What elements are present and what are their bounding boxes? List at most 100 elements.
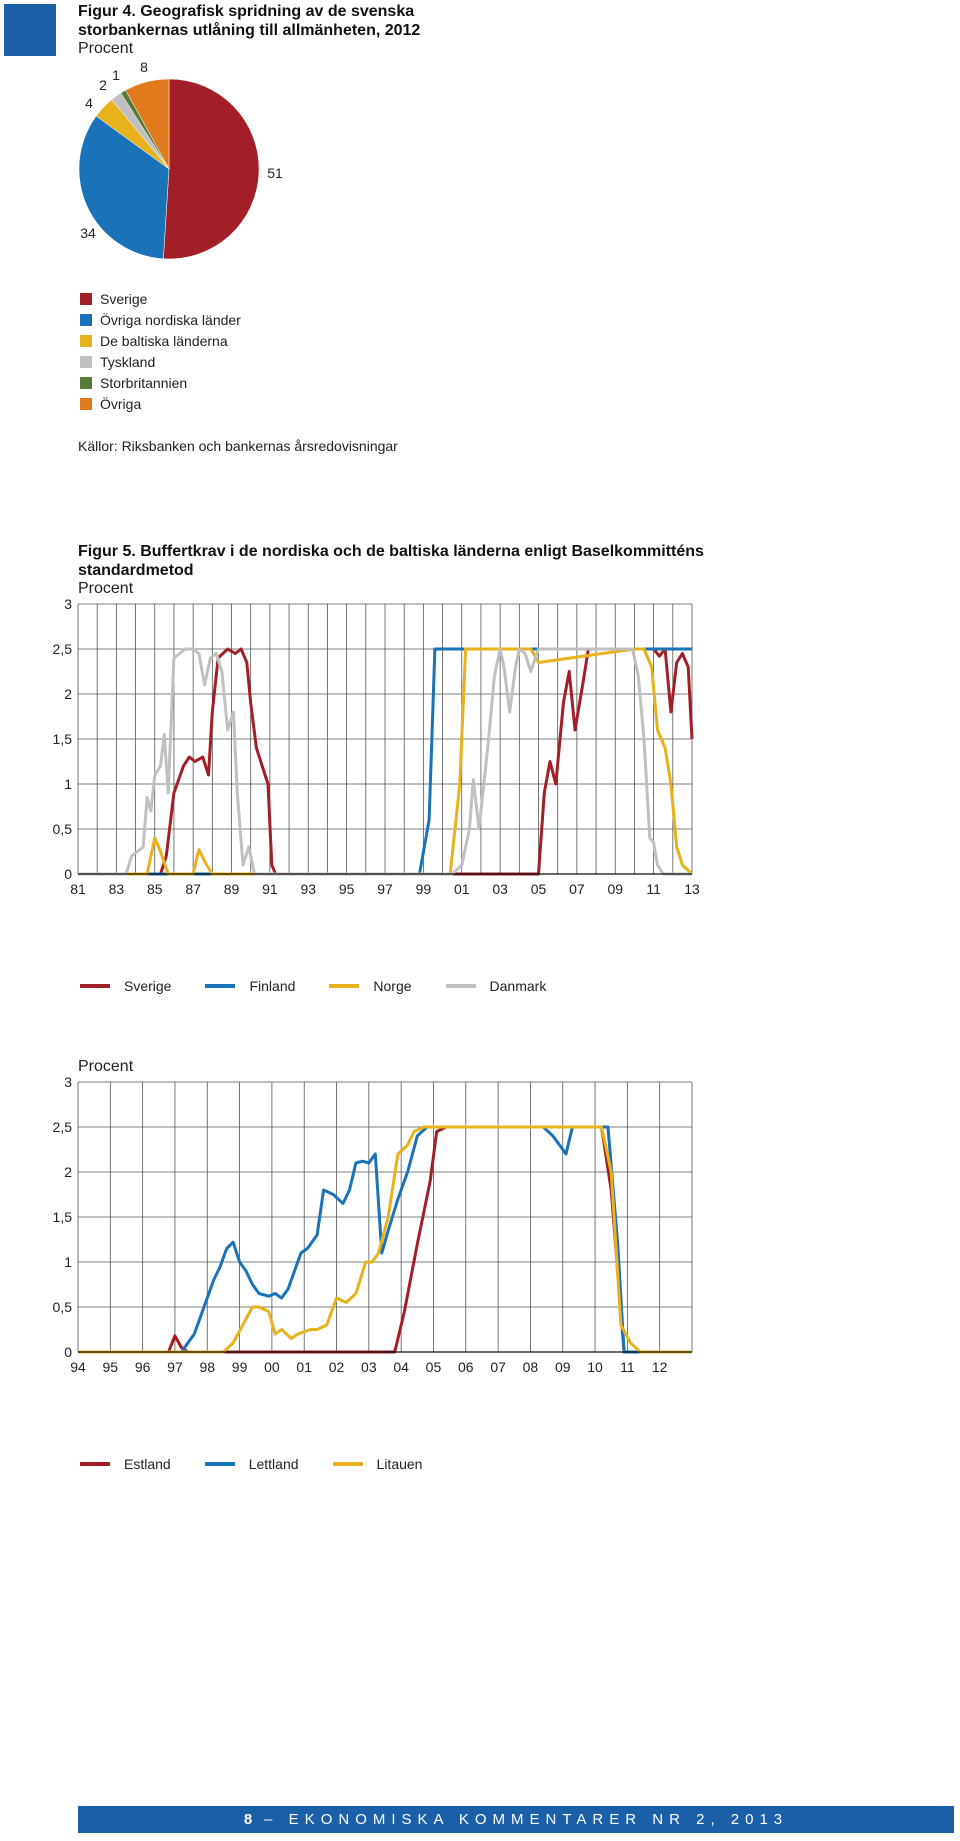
nordic-legend-label: Danmark xyxy=(489,978,547,994)
nordic-x-tick-label: 99 xyxy=(416,881,432,897)
pie-slice-sverige xyxy=(163,78,260,260)
baltic-y-tick-label: 0,5 xyxy=(53,1299,73,1315)
baltic-x-tick-label: 05 xyxy=(426,1359,442,1375)
nordic-x-tick-label: 11 xyxy=(646,881,661,897)
pie-legend-item-de-baltiska-landerna: De baltiska länderna xyxy=(80,330,241,351)
pie-legend-label: Tyskland xyxy=(100,353,156,370)
pie-label-storbritannien: 1 xyxy=(112,67,120,83)
pie-legend-swatch xyxy=(80,355,92,368)
baltic-x-tick-label: 00 xyxy=(264,1359,280,1375)
baltic-x-tick-label: 11 xyxy=(620,1359,635,1375)
nordic-legend-key xyxy=(329,984,360,988)
pie-legend-item-storbritannien: Storbritannien xyxy=(80,372,241,393)
baltic-chart-unit: Procent xyxy=(78,1058,134,1075)
figure5-title-line2: standardmetod xyxy=(78,562,194,579)
pie-legend-swatch xyxy=(80,334,92,347)
baltic-x-tick-label: 01 xyxy=(296,1359,312,1375)
nordic-legend-key xyxy=(445,984,476,988)
nordic-x-tick-label: 87 xyxy=(185,881,201,897)
figure4-unit: Procent xyxy=(78,40,134,57)
baltic-legend-item-lettland: Lettland xyxy=(204,1456,299,1472)
pie-legend-label: Övriga xyxy=(100,395,142,412)
pie-legend-swatch xyxy=(80,313,92,326)
baltic-y-tick-label: 1,5 xyxy=(53,1209,73,1225)
pie-label-sverige: 51 xyxy=(267,165,283,181)
baltic-legend-item-estland: Estland xyxy=(80,1456,171,1472)
pie-legend-item-tyskland: Tyskland xyxy=(80,351,241,372)
nordic-x-tick-label: 81 xyxy=(70,881,86,897)
nordic-x-tick-label: 83 xyxy=(109,881,125,897)
pie-legend-item-ovriga-nordiska-lander: Övriga nordiska länder xyxy=(80,309,241,330)
baltic-legend-label: Litauen xyxy=(376,1456,423,1472)
pie-legend-label: Sverige xyxy=(100,290,148,307)
baltic-x-tick-label: 12 xyxy=(652,1359,668,1375)
nordic-x-tick-label: 07 xyxy=(569,881,585,897)
baltic-x-tick-label: 08 xyxy=(523,1359,539,1375)
nordic-line-chart: 0 0,5 1 1,5 2 2,5 3 81 83 85 87 89 91 93 95 97 99 01 03 05 0… xyxy=(53,596,700,897)
pie-slice-ovriga-nordiska-lander xyxy=(78,115,170,260)
baltic-legend-label: Lettland xyxy=(248,1456,299,1472)
baltic-legend-key xyxy=(332,1462,363,1466)
nordic-legend-key xyxy=(205,984,236,988)
footer-bar: 8 – EKONOMISKA KOMMENTARER NR 2, 2013 xyxy=(78,1806,954,1833)
figure4-title-line2: storbankernas utlåning till allmänheten,… xyxy=(78,22,421,39)
nordic-x-tick-label: 03 xyxy=(492,881,508,897)
nordic-y-tick-label: 2,5 xyxy=(53,641,73,657)
pie-label-de-baltiska-landerna: 4 xyxy=(85,95,93,111)
baltic-legend-key xyxy=(204,1462,235,1466)
nordic-y-tick-label: 3 xyxy=(64,596,72,612)
nordic-legend-label: Finland xyxy=(249,978,296,994)
figure4-source: Källor: Riksbanken och bankernas årsredo… xyxy=(78,438,398,454)
nordic-legend-item-norge: Norge xyxy=(329,978,412,994)
nordic-y-tick-label: 0,5 xyxy=(53,821,73,837)
nordic-x-tick-label: 05 xyxy=(531,881,547,897)
figure4-title: Figur 4. Geografisk spridning av de sven… xyxy=(78,2,420,40)
baltic-y-tick-label: 1 xyxy=(64,1254,72,1270)
nordic-x-tick-label: 93 xyxy=(300,881,316,897)
baltic-x-tick-label: 04 xyxy=(393,1359,409,1375)
baltic-legend-label: Estland xyxy=(124,1456,171,1472)
baltic-chart-legend: Estland Lettland Litauen xyxy=(80,1456,456,1472)
pie-legend-label: De baltiska länderna xyxy=(100,332,228,349)
pie-label-tyskland: 2 xyxy=(99,77,107,93)
baltic-x-tick-label: 09 xyxy=(555,1359,571,1375)
figure4-title-line1: Figur 4. Geografisk spridning av de sven… xyxy=(78,3,415,20)
pie-legend: Sverige Övriga nordiska länder De baltiska… xyxy=(80,288,241,414)
corner-square xyxy=(4,4,56,56)
nordic-x-tick-label: 89 xyxy=(224,881,240,897)
nordic-x-tick-label: 95 xyxy=(339,881,355,897)
footer-text: – EKONOMISKA KOMMENTARER NR 2, 2013 xyxy=(264,1811,789,1828)
baltic-x-tick-label: 03 xyxy=(361,1359,377,1375)
baltic-y-tick-label: 2 xyxy=(64,1164,72,1180)
figure5-title: Figur 5. Buffertkrav i de nordiska och d… xyxy=(78,542,704,580)
nordic-x-tick-label: 91 xyxy=(262,881,278,897)
baltic-legend-key xyxy=(80,1462,110,1466)
nordic-x-tick-label: 01 xyxy=(454,881,470,897)
pie-legend-label: Övriga nordiska länder xyxy=(100,311,241,328)
pie-label-ovriga: 8 xyxy=(140,59,148,75)
figure5-title-line1: Figur 5. Buffertkrav i de nordiska och d… xyxy=(78,543,704,560)
nordic-legend-label: Sverige xyxy=(124,978,172,994)
nordic-series-danmark xyxy=(78,647,692,876)
nordic-chart-legend: Sverige Finland Norge Danmark xyxy=(80,978,580,994)
baltic-series-estland xyxy=(78,1125,692,1354)
baltic-series-lettland xyxy=(78,1125,692,1354)
baltic-x-tick-label: 10 xyxy=(587,1359,603,1375)
baltic-x-tick-label: 95 xyxy=(103,1359,119,1375)
baltic-x-tick-label: 94 xyxy=(70,1359,86,1375)
pie-chart: 51 34 421 8 xyxy=(78,59,283,260)
nordic-x-tick-label: 09 xyxy=(607,881,623,897)
nordic-y-tick-label: 0 xyxy=(64,866,72,882)
baltic-line-chart: 0 0,5 1 1,5 2 2,5 3 94 95 96 97 98 99 00 01 02 03 04 05 06 0… xyxy=(53,1074,693,1375)
baltic-legend-item-litauen: Litauen xyxy=(332,1456,423,1472)
nordic-x-tick-label: 13 xyxy=(684,881,700,897)
nordic-series-norge xyxy=(78,647,694,876)
baltic-x-tick-label: 02 xyxy=(329,1359,345,1375)
nordic-legend-item-finland: Finland xyxy=(205,978,295,994)
nordic-legend-label: Norge xyxy=(373,978,412,994)
pie-legend-label: Storbritannien xyxy=(100,374,188,391)
pie-label-ovriga-nordiska-lander: 34 xyxy=(80,225,96,241)
pie-legend-item-sverige: Sverige xyxy=(80,288,241,309)
baltic-x-tick-label: 97 xyxy=(167,1359,183,1375)
nordic-y-tick-label: 1 xyxy=(64,776,72,792)
